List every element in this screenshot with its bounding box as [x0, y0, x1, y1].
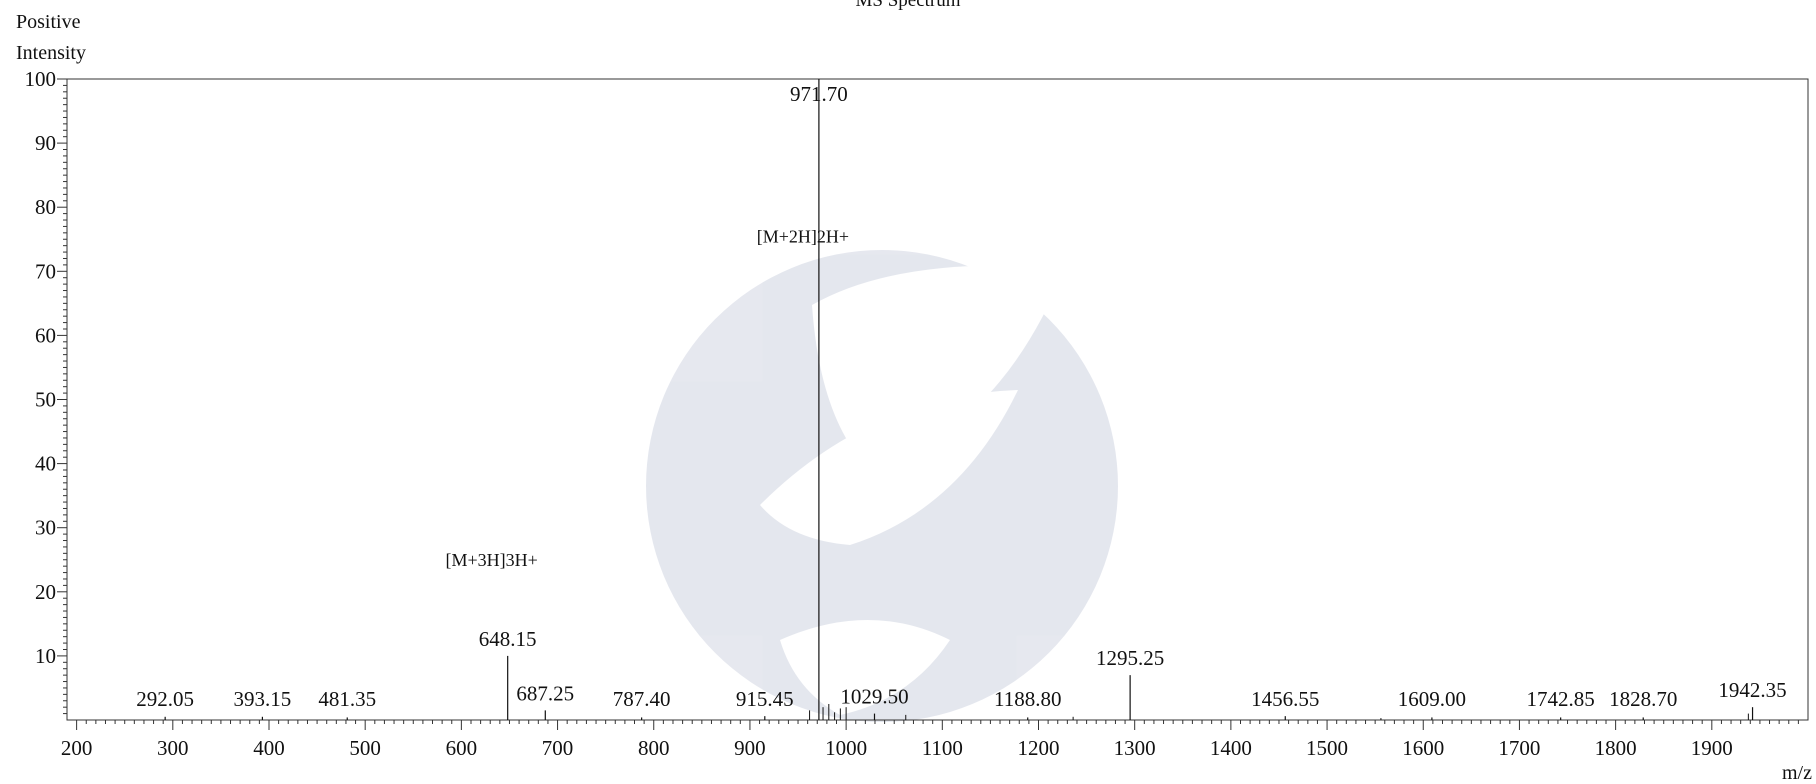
- peak-label: 292.05: [136, 687, 194, 711]
- peak-annotation: [M+3H]3H+: [446, 550, 538, 570]
- y-tick-label: 50: [35, 388, 56, 412]
- x-tick-label: 600: [446, 736, 478, 760]
- x-tick-label: 1100: [922, 736, 963, 760]
- peak-label: 1188.80: [994, 687, 1061, 711]
- peak-label: 1029.50: [840, 685, 908, 709]
- y-tick-label: 60: [35, 323, 56, 347]
- x-tick-label: 900: [734, 736, 766, 760]
- peak-label: 1609.00: [1398, 687, 1466, 711]
- x-tick-label: 1300: [1114, 736, 1156, 760]
- peak-labels: 292.05 393.15 481.35 648.15 687.25 787.40 915.…: [136, 82, 1786, 711]
- peak-annotation: [M+2H]2H+: [757, 226, 849, 246]
- x-tick-label: 1700: [1498, 736, 1540, 760]
- x-tick-label: 1600: [1402, 736, 1444, 760]
- peak-label: 1742.85: [1527, 687, 1595, 711]
- x-tick-label: 200: [61, 736, 93, 760]
- peak-label: 971.70: [790, 82, 848, 106]
- peak-label: 481.35: [318, 687, 376, 711]
- peak-label: 1295.25: [1096, 646, 1164, 670]
- y-tick-label: 10: [35, 644, 56, 668]
- peak-label: 393.15: [234, 687, 292, 711]
- y-axis-label-line2: Intensity: [16, 42, 86, 64]
- watermark-logo: [646, 250, 1118, 722]
- y-tick-label: 90: [35, 131, 56, 155]
- spectrum-peaks: [164, 79, 1754, 720]
- y-tick-label: 80: [35, 195, 56, 219]
- peak-label: 1828.70: [1609, 687, 1677, 711]
- x-tick-label: 1800: [1595, 736, 1637, 760]
- peak-label: 787.40: [613, 687, 671, 711]
- chart-title: MS Spectrum: [855, 0, 960, 11]
- x-tick-label: 1400: [1210, 736, 1252, 760]
- x-tick-label: 800: [638, 736, 670, 760]
- x-tick-label: 1900: [1691, 736, 1733, 760]
- y-tick-label: 20: [35, 580, 56, 604]
- peak-label: 687.25: [516, 681, 574, 705]
- x-axis-label: m/z: [1782, 762, 1812, 784]
- y-tick-label: 30: [35, 516, 56, 540]
- x-tick-label: 300: [157, 736, 189, 760]
- axes: 200 300 400 500 600 700 800 900 1000 1100 1200 1300…: [25, 67, 1799, 760]
- x-tick-label: 1200: [1017, 736, 1059, 760]
- peak-label: 1942.35: [1718, 678, 1786, 702]
- y-tick-label: 100: [25, 67, 57, 91]
- x-tick-label: 700: [542, 736, 574, 760]
- x-tick-label: 500: [349, 736, 381, 760]
- y-tick-label: 70: [35, 259, 56, 283]
- x-tick-label: 1000: [825, 736, 867, 760]
- y-axis-label-line1: Positive: [16, 11, 81, 33]
- y-tick-label: 40: [35, 452, 56, 476]
- peak-label: 1456.55: [1251, 687, 1319, 711]
- peak-label: 648.15: [479, 627, 537, 651]
- x-tick-label: 400: [253, 736, 285, 760]
- x-tick-label: 1500: [1306, 736, 1348, 760]
- peak-label: 915.45: [736, 687, 794, 711]
